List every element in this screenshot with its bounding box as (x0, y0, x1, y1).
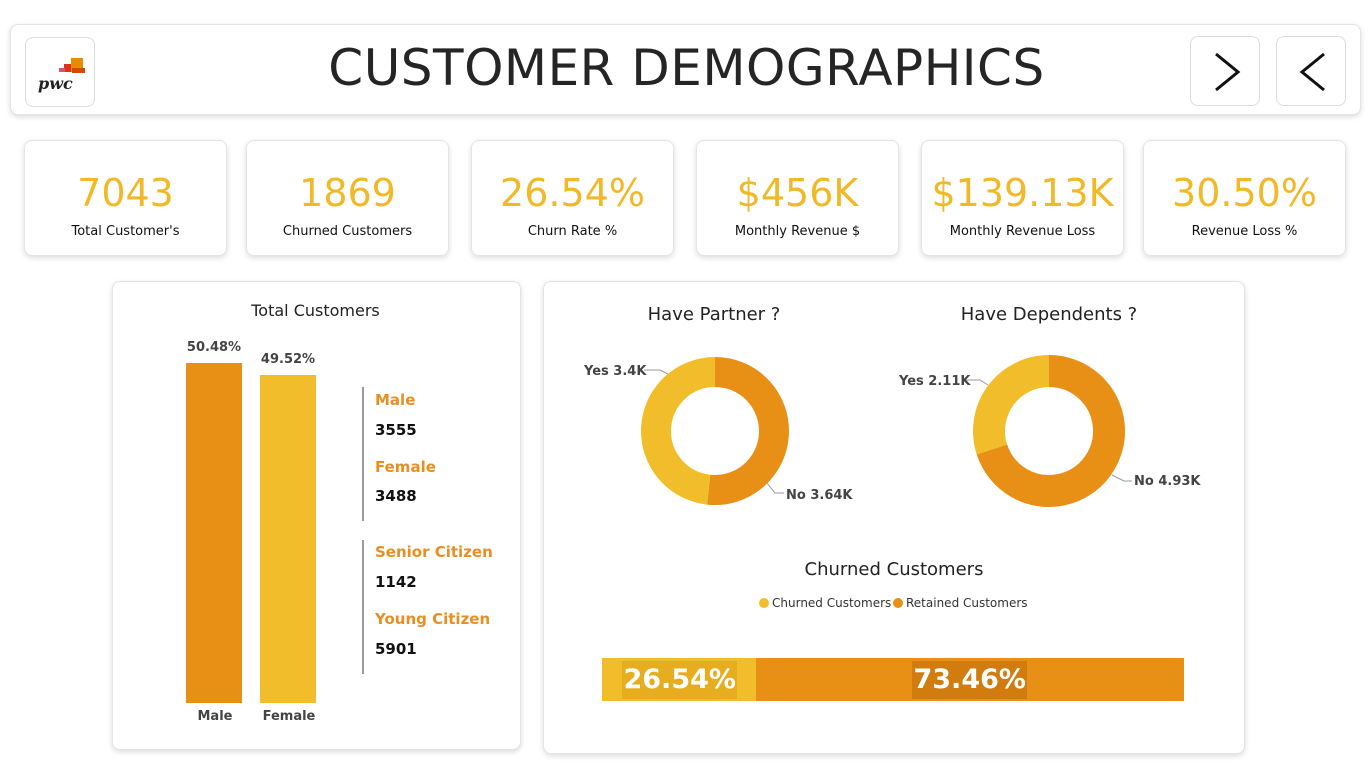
logo-text: pwc (38, 74, 73, 93)
kpi-label: Revenue Loss % (1191, 224, 1298, 239)
legend-label-churned: Churned Customers (772, 596, 892, 610)
kpi-value: 1869 (299, 171, 396, 215)
kpi-card-churn-rate: 26.54% Churn Rate % (471, 140, 674, 256)
kpi-card-revenue-loss-pct: 30.50% Revenue Loss % (1143, 140, 1346, 256)
kpi-value: 26.54% (500, 171, 645, 215)
category-label-male: Male (197, 709, 233, 724)
page-title: CUSTOMER DEMOGRAPHICS (328, 39, 1045, 97)
stat-label-young: Young Citizen (375, 610, 491, 628)
kpi-value: $456K (736, 171, 859, 215)
kpi-card-monthly-revenue-loss: $139.13K Monthly Revenue Loss (921, 140, 1124, 256)
churned-pct-label: 26.54% (622, 661, 738, 699)
dependents-no-label: No 4.93K (1134, 474, 1201, 489)
legend-label-retained: Retained Customers (906, 596, 1028, 610)
legend-dot-retained-icon (893, 598, 903, 608)
legend-dot-churned-icon (759, 598, 769, 608)
retained-pct-label: 73.46% (912, 661, 1028, 699)
relationship-panel: Have Partner ? Have Dependents ? Yes 3.4… (543, 281, 1245, 754)
bar-female[interactable] (260, 375, 316, 703)
kpi-label: Churn Rate % (527, 224, 618, 239)
header-bar: pwc CUSTOMER DEMOGRAPHICS (10, 24, 1361, 115)
stat-label-male: Male (375, 391, 416, 409)
stat-value-female: 3488 (375, 487, 417, 505)
stat-label-senior: Senior Citizen (375, 543, 493, 561)
churn-chart-title: Churned Customers (804, 559, 984, 580)
kpi-label: Total Customer's (71, 224, 180, 239)
kpi-card-total-customers: 7043 Total Customer's (24, 140, 227, 256)
kpi-value: 30.50% (1172, 171, 1317, 215)
kpi-label: Monthly Revenue Loss (949, 224, 1096, 239)
previous-page-button[interactable] (1276, 36, 1346, 106)
kpi-card-monthly-revenue: $456K Monthly Revenue $ (696, 140, 899, 256)
partner-yes-label: Yes 3.4K (584, 364, 647, 379)
dependents-chart-title: Have Dependents ? (960, 304, 1138, 325)
partner-yes-slice[interactable] (641, 357, 716, 505)
kpi-value: $139.13K (931, 171, 1114, 215)
category-label-female: Female (262, 709, 316, 724)
divider (362, 387, 364, 521)
partner-chart-title: Have Partner ? (647, 304, 781, 325)
partner-no-slice[interactable] (707, 357, 789, 505)
gender-chart-title: Total Customers (251, 301, 380, 320)
pwc-logo: pwc (25, 37, 95, 107)
bar-label-female: 49.52% (260, 352, 316, 368)
legend-retained[interactable]: Retained Customers (893, 596, 1028, 610)
stat-value-young: 5901 (375, 640, 417, 658)
divider (362, 540, 364, 674)
dependents-no-slice[interactable] (976, 355, 1125, 507)
kpi-label: Monthly Revenue $ (734, 224, 861, 239)
kpi-label: Churned Customers (282, 224, 413, 239)
kpi-value: 7043 (77, 171, 174, 215)
kpi-card-churned-customers: 1869 Churned Customers (246, 140, 449, 256)
gender-panel: Total Customers 50.48% 49.52% Male Femal… (112, 281, 521, 750)
chevron-left-icon (1299, 52, 1325, 92)
legend-churned[interactable]: Churned Customers (759, 596, 891, 610)
partner-no-label: No 3.64K (786, 488, 853, 503)
logo-mark-icon (59, 58, 85, 73)
donut-charts (641, 355, 1132, 507)
dependents-yes-label: Yes 2.11K (899, 374, 971, 389)
stat-label-female: Female (375, 458, 436, 476)
dependents-yes-slice[interactable] (973, 355, 1050, 455)
bar-label-male: 50.48% (186, 340, 242, 355)
stat-value-senior: 1142 (375, 573, 417, 591)
bar-male[interactable] (186, 363, 242, 703)
next-page-button[interactable] (1190, 36, 1260, 106)
chevron-right-icon (1215, 52, 1241, 92)
stat-value-male: 3555 (375, 421, 417, 439)
